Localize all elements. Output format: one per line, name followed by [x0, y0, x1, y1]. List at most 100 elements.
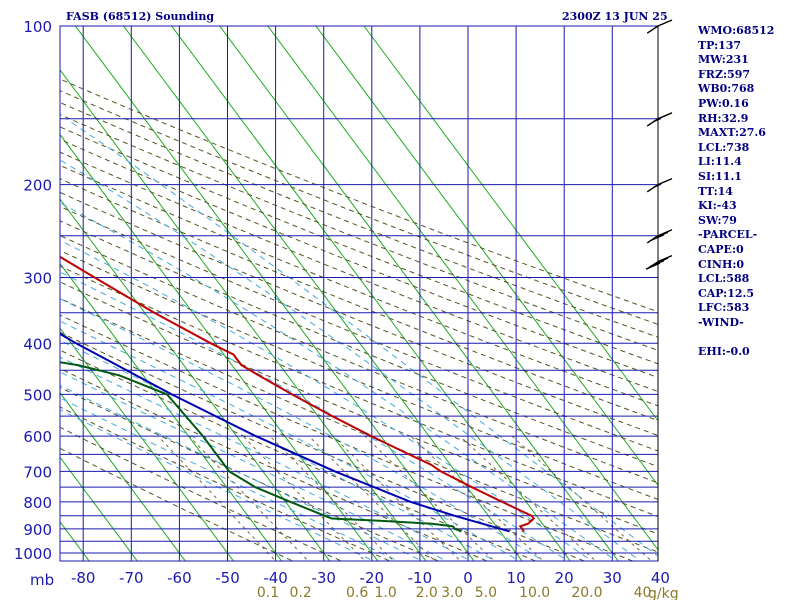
sounding-index: CINH:0	[698, 257, 745, 271]
temperature-tick-label: -70	[119, 569, 144, 587]
sounding-index: WB0:768	[698, 82, 755, 96]
mixing-ratio-line	[269, 435, 395, 561]
pressure-tick-label: 700	[23, 463, 52, 481]
mixing-ratio-tick-label: 40	[634, 585, 652, 600]
mixing-ratio-line	[188, 435, 310, 561]
mixing-ratio-tick-label: 1.0	[374, 585, 396, 600]
dry-adiabat	[60, 297, 658, 553]
mixing-ratio-line	[364, 435, 495, 561]
dry-adiabat	[60, 220, 658, 468]
isotherm-line	[60, 198, 331, 561]
sounding-index: TT:14	[698, 184, 733, 198]
sounding-index: FRZ:597	[698, 67, 751, 81]
temperature-tick-label: -20	[360, 569, 385, 587]
temperature-tick-label: 30	[603, 569, 622, 587]
sounding-index	[698, 330, 774, 345]
pressure-unit: mb	[30, 571, 54, 589]
sounding-index: SW:79	[698, 213, 737, 227]
mixing-ratio-line	[410, 435, 544, 561]
mixing-ratio-lines	[157, 435, 653, 561]
mixing-ratio-line	[332, 435, 462, 561]
isotherm-line	[60, 133, 379, 561]
sounding-index: LCL:738	[698, 140, 750, 154]
pressure-tick-label: 300	[23, 269, 52, 287]
mixing-ratio-tick-label: 0.2	[290, 585, 312, 600]
sounding-index: EHI:-0.0	[698, 345, 750, 359]
dry-adiabat	[60, 331, 586, 561]
sounding-index: -PARCEL-	[698, 228, 758, 242]
dry-adiabat	[60, 90, 658, 325]
pressure-tick-label: 100	[23, 18, 52, 36]
mixing-ratio-tick-label: 0.1	[257, 585, 279, 600]
wind-barb	[645, 255, 673, 270]
sounding-index: WMO:68512	[698, 24, 775, 37]
wind-barbs	[645, 19, 673, 270]
isotherm-line	[60, 391, 186, 561]
mixing-ratio-line	[459, 435, 597, 561]
wind-barb	[646, 229, 673, 244]
temperature-ticks: -80 -70 -60 -50 -40 -30 -20 -10 0 10 20 30 40	[71, 569, 670, 587]
sounding-index: CAPE:0	[698, 242, 744, 256]
mixing-ratio-ticks: 0.1 0.2 0.6 1.0 2.0 3.0 5.0 10.0 20.0 40	[257, 585, 652, 600]
mixing-ratio-line	[157, 435, 277, 561]
mixing-ratio-unit: g/kg	[648, 586, 679, 600]
dry-adiabat	[60, 426, 343, 561]
pressure-tick-label: 400	[23, 335, 52, 353]
isotherm-line	[363, 26, 658, 422]
dry-adiabat	[60, 367, 489, 561]
sounding-index: LCL:588	[698, 272, 750, 286]
sounding-index: TP:137	[698, 38, 742, 52]
wind-barb	[646, 19, 673, 34]
isotherm-line	[60, 327, 235, 561]
temperature-tick-label: -40	[263, 569, 288, 587]
wind-barb	[646, 112, 673, 127]
temperature-tick-label: -50	[215, 569, 240, 587]
chart-time: 2300Z 13 JUN 25	[562, 10, 668, 23]
sounding-indices: WMO:68512 TP:137 MW:231 FRZ:597 WB0:768 PW:0.…	[698, 24, 774, 360]
isotherm-line	[74, 26, 475, 561]
dewpoint-line	[60, 361, 462, 533]
pressure-ticks: 100 200 300 400 500 600 700 800 900 1000	[14, 18, 52, 563]
dry-adiabats	[60, 78, 658, 561]
wind-barb	[646, 177, 673, 193]
chart-title: FASB (68512) Sounding	[66, 10, 214, 23]
sounding-index: MW:231	[698, 53, 749, 67]
pressure-tick-label: 600	[23, 428, 52, 446]
pressure-tick-label: 200	[23, 177, 52, 195]
dry-adiabat	[60, 314, 635, 561]
dry-adiabat	[60, 205, 658, 452]
isobars	[60, 25, 658, 561]
dry-adiabat	[60, 138, 658, 379]
mixing-ratio-tick-label: 20.0	[571, 585, 602, 600]
dry-adiabat	[60, 164, 658, 407]
sounding-index: MAXT:27.6	[698, 126, 766, 140]
mixing-ratio-line	[308, 435, 436, 561]
sounding-index: LI:11.4	[698, 155, 742, 169]
isotherm-line	[122, 26, 523, 561]
mixing-ratio-tick-label: 2.0	[416, 585, 438, 600]
mixing-ratio-tick-label: 3.0	[441, 585, 463, 600]
dry-adiabat	[60, 281, 658, 535]
sounding-index: CAP:12.5	[698, 286, 755, 300]
isotherm-line	[60, 262, 283, 561]
sounding-index: SI:11.1	[698, 169, 742, 183]
temperature-tick-label: 20	[555, 569, 574, 587]
dry-adiabat	[60, 406, 392, 561]
isotherm-line	[170, 26, 571, 561]
mixing-ratio-tick-label: 10.0	[519, 585, 550, 600]
sounding-index: LFC:583	[698, 301, 750, 315]
temperature-tick-label: -60	[167, 569, 192, 587]
isotherms	[60, 26, 658, 561]
temperature-tick-label: -30	[311, 569, 336, 587]
mixing-ratio-line	[242, 435, 366, 561]
temperature-tick-label: -80	[71, 569, 96, 587]
pressure-tick-label: 1000	[14, 545, 52, 563]
pressure-tick-label: 800	[23, 494, 52, 512]
sounding-index: -WIND-	[698, 315, 744, 329]
temperature-tick-label: 10	[507, 569, 526, 587]
profile-lines	[60, 255, 536, 533]
dry-adiabat	[60, 126, 658, 365]
isotherm-line	[267, 26, 658, 551]
